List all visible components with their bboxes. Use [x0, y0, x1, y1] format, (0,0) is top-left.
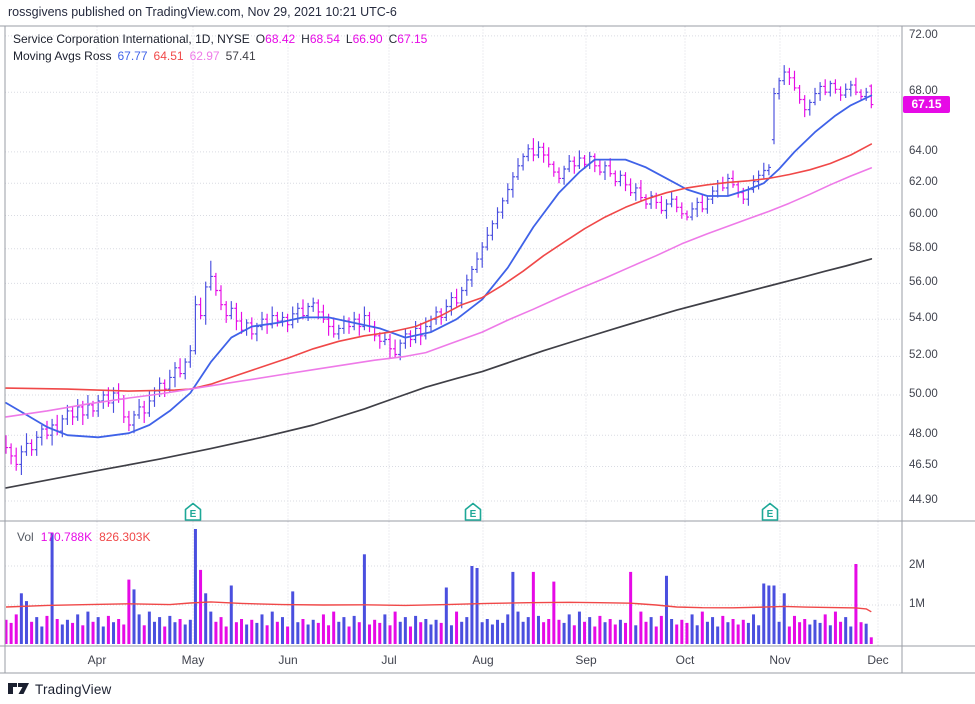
svg-text:E: E: [470, 509, 477, 520]
ma-value: 64.51: [153, 49, 184, 63]
price-tick-label: 52.00: [909, 349, 938, 361]
price-tick-label: 60.00: [909, 208, 938, 220]
chart-legend: Service Corporation International, 1D, N…: [13, 31, 427, 65]
earnings-marker-icon: E: [761, 502, 779, 521]
price-tick-label: 50.00: [909, 388, 938, 400]
month-label: Jun: [278, 653, 298, 667]
price-tick-label: 54.00: [909, 312, 938, 324]
month-label: Jul: [381, 653, 397, 667]
published-info: rossgivens published on TradingView.com,…: [8, 5, 397, 19]
ohlc-letter: H: [301, 32, 310, 46]
ma-legend-row: Moving Avgs Ross 67.77 64.51 62.97 57.41: [13, 48, 427, 64]
volume-bars: [5, 529, 873, 645]
ohlc-value: 68.54: [309, 32, 340, 46]
price-tick-label: 44.90: [909, 494, 938, 506]
price-tick-label: 72.00: [909, 29, 938, 41]
volume-tick-label: 1M: [909, 598, 925, 610]
ohlc-letter: L: [345, 32, 353, 46]
svg-text:E: E: [190, 509, 197, 520]
price-tick-label: 56.00: [909, 276, 938, 288]
ma-value: 57.41: [225, 49, 256, 63]
volume-value: 170.788K: [40, 530, 93, 544]
ma-values: 67.77 64.51 62.97 57.41: [112, 49, 256, 63]
price-tick-label: 62.00: [909, 176, 938, 188]
ohlc-token: O68.42: [256, 32, 295, 46]
volume-label: Vol: [17, 530, 34, 544]
price-tick-label: 48.00: [909, 428, 938, 440]
tradingview-footer: TradingView: [8, 681, 112, 697]
ohlc-token: L66.90: [346, 32, 383, 46]
month-label: Aug: [472, 653, 494, 667]
month-label: May: [181, 653, 205, 667]
volume-value: 826.303K: [99, 530, 151, 544]
tradingview-brand: TradingView: [35, 681, 112, 697]
volume-values: 170.788K 826.303K: [34, 530, 151, 544]
ma-value: 67.77: [117, 49, 148, 63]
symbol-title: Service Corporation International, 1D, N…: [13, 32, 250, 46]
tradingview-logo-icon: [8, 683, 29, 694]
price-bars: [5, 65, 874, 489]
price-tick-label: 58.00: [909, 242, 938, 254]
volume-tick-label: 2M: [909, 559, 925, 571]
earnings-marker-icon: E: [184, 502, 202, 521]
ma-value: 62.97: [189, 49, 220, 63]
ohlc-values: O68.42 H68.54 L66.90 C67.15: [250, 32, 428, 46]
ohlc-value: 67.15: [397, 32, 428, 46]
month-label: Apr: [87, 653, 107, 667]
symbol-legend-row: Service Corporation International, 1D, N…: [13, 31, 427, 47]
ohlc-token: H68.54: [301, 32, 340, 46]
ma-study-title: Moving Avgs Ross: [13, 49, 112, 63]
month-label: Nov: [769, 653, 791, 667]
ohlc-letter: O: [255, 32, 266, 46]
ohlc-value: 68.42: [265, 32, 296, 46]
month-label: Dec: [867, 653, 889, 667]
month-label: Sep: [575, 653, 597, 667]
ohlc-token: C67.15: [389, 32, 428, 46]
ohlc-letter: C: [388, 32, 398, 46]
volume-legend: Vol 170.788K 826.303K: [17, 530, 150, 544]
earnings-marker-icon: E: [464, 502, 482, 521]
month-label: Oct: [675, 653, 695, 667]
price-tick-label: 46.50: [909, 459, 938, 471]
svg-text:E: E: [767, 509, 774, 520]
price-tick-label: 64.00: [909, 145, 938, 157]
price-tick-label: 68.00: [909, 85, 938, 97]
last-price-tag: 67.15: [903, 96, 950, 113]
ohlc-value: 66.90: [352, 32, 383, 46]
